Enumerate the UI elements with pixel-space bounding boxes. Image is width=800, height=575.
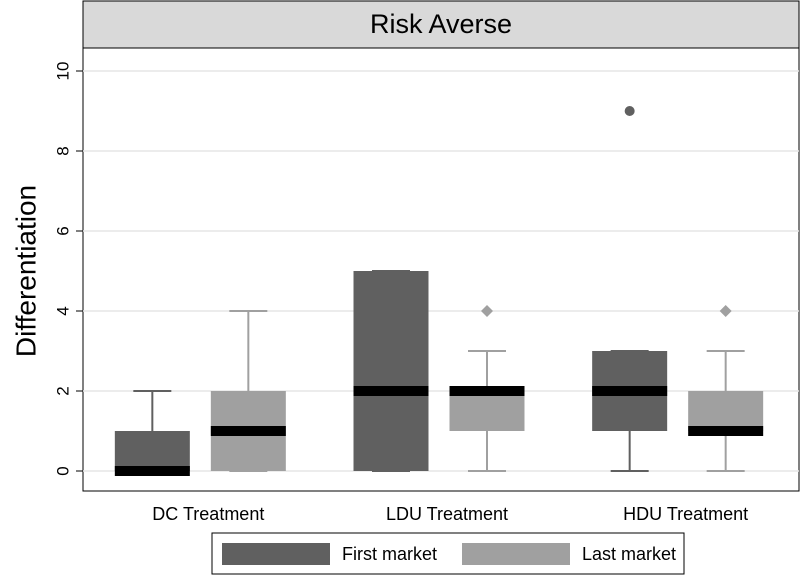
legend-label: First market — [342, 544, 437, 564]
outlier — [624, 106, 635, 116]
chart-title: Risk Averse — [370, 9, 512, 39]
y-tick-label: 10 — [53, 62, 72, 81]
outlier — [719, 305, 732, 317]
median — [592, 386, 668, 396]
title-bar — [82, 0, 800, 49]
median — [210, 426, 286, 436]
median — [353, 386, 429, 396]
box — [353, 271, 429, 471]
y-tick-label: 8 — [53, 146, 72, 155]
x-tick-label: LDU Treatment — [386, 504, 508, 524]
plot-frame — [82, 47, 800, 492]
outlier — [481, 305, 493, 317]
box — [114, 431, 190, 471]
legend-label: Last market — [582, 544, 676, 564]
box — [688, 391, 764, 431]
box — [449, 391, 525, 431]
median — [688, 426, 764, 436]
median — [449, 386, 525, 396]
legend-swatch — [222, 543, 330, 565]
y-tick-label: 6 — [53, 226, 72, 235]
y-tick-label: 2 — [53, 386, 72, 395]
y-tick-label: 0 — [53, 466, 72, 475]
y-tick-label: 4 — [53, 306, 72, 315]
legend-swatch — [462, 543, 570, 565]
y-axis-label: Differentiation — [10, 185, 41, 357]
x-tick-label: HDU Treatment — [623, 504, 748, 524]
x-tick-label: DC Treatment — [152, 504, 264, 524]
median — [114, 466, 190, 476]
